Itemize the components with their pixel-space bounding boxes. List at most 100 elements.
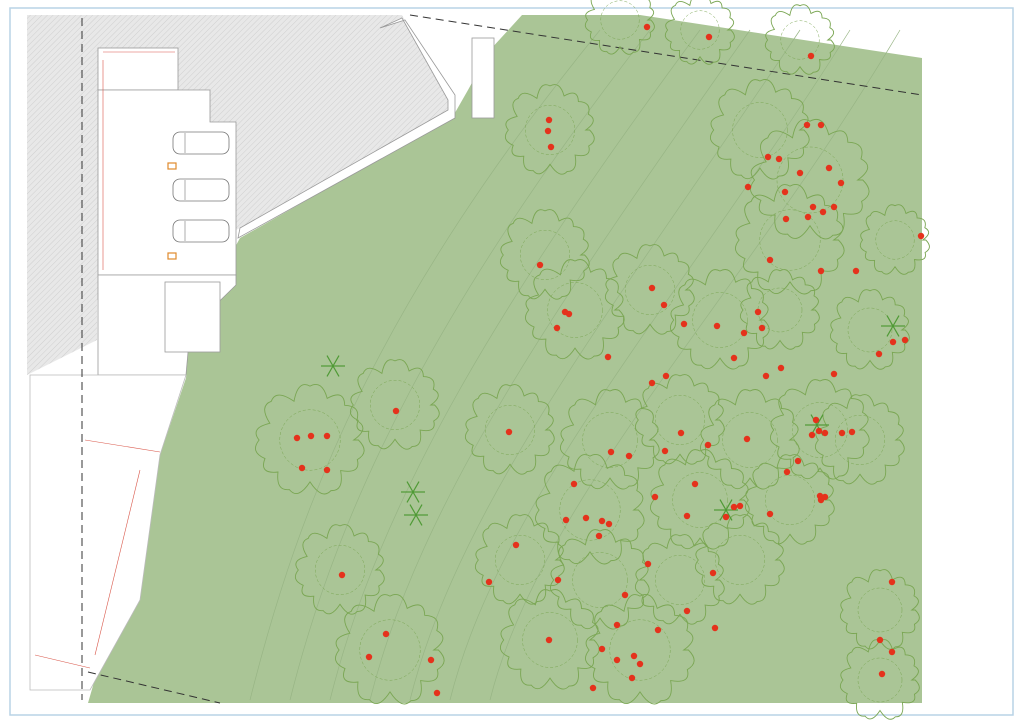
tree-canopy <box>584 0 655 55</box>
tree-marker <box>662 372 670 380</box>
palm-frond <box>332 365 340 377</box>
tree-marker <box>307 432 315 440</box>
tree-marker <box>607 448 615 456</box>
tree-marker <box>433 689 441 697</box>
tree-marker <box>644 560 652 568</box>
tree-marker <box>621 591 629 599</box>
tree-marker <box>293 434 301 442</box>
contour-line <box>329 29 701 701</box>
tree-canopy <box>634 534 725 625</box>
tree-canopy <box>814 394 905 485</box>
contour-line <box>369 29 751 701</box>
tree-marker <box>852 267 860 275</box>
tree-marker <box>427 656 435 664</box>
tree-canopy <box>769 379 870 480</box>
tree-marker <box>875 350 883 358</box>
palm-frond <box>406 481 414 493</box>
tree-marker <box>917 232 925 240</box>
palm-frond <box>725 499 733 511</box>
tree-marker <box>888 578 896 586</box>
tree-marker <box>605 520 613 528</box>
tree-marker <box>743 435 751 443</box>
tree-marker <box>545 116 553 124</box>
tree-marker <box>648 284 656 292</box>
tree-marker <box>651 493 659 501</box>
tree-marker <box>648 379 656 387</box>
tree-canopy <box>694 514 785 605</box>
tree-marker <box>683 512 691 520</box>
tree-marker <box>876 636 884 644</box>
parking-marker <box>167 162 177 170</box>
tree-marker <box>589 684 597 692</box>
tree-canopy <box>735 183 845 295</box>
tree-marker <box>709 569 717 577</box>
palm-frond <box>816 414 824 426</box>
contour-line <box>409 29 801 701</box>
palm-frond <box>719 509 727 521</box>
tree-canopy <box>750 118 870 240</box>
contour-line <box>449 29 851 701</box>
tree-marker <box>764 153 772 161</box>
tree-marker <box>830 370 838 378</box>
tree-canopy <box>549 529 650 630</box>
palm-frond <box>409 514 417 526</box>
tree-marker <box>705 33 713 41</box>
tree-marker <box>604 353 612 361</box>
tree-marker <box>582 514 590 522</box>
tree-marker <box>817 267 825 275</box>
tree-marker <box>636 660 644 668</box>
tree-marker <box>878 670 886 678</box>
tree-marker <box>848 428 856 436</box>
palm-frond <box>892 315 900 327</box>
tree-canopy <box>255 383 365 495</box>
tree-marker <box>758 324 766 332</box>
tree-marker <box>392 407 400 415</box>
tree-marker <box>812 416 820 424</box>
car-outline <box>172 219 230 243</box>
tree-marker <box>744 183 752 191</box>
tree-marker <box>598 517 606 525</box>
tree-marker <box>338 571 346 579</box>
tree-canopy <box>499 589 600 690</box>
tree-canopy <box>474 514 565 605</box>
tree-marker <box>485 578 493 586</box>
tree-marker <box>512 541 520 549</box>
tree-canopy <box>604 244 695 335</box>
tree-marker <box>562 516 570 524</box>
tree-canopy <box>464 384 555 475</box>
parking-marker <box>167 252 177 260</box>
tree-marker <box>821 493 829 501</box>
tree-markers <box>293 23 925 697</box>
tree-marker <box>730 354 738 362</box>
tree-canopy <box>699 389 800 490</box>
tree-marker <box>505 428 513 436</box>
tree-canopy <box>499 209 590 300</box>
tree-marker <box>837 179 845 187</box>
tree-marker <box>298 464 306 472</box>
tree-marker <box>536 261 544 269</box>
tree-canopy <box>559 389 660 490</box>
tree-marker <box>888 648 896 656</box>
tree-marker <box>809 203 817 211</box>
tree-marker <box>766 510 774 518</box>
tree-marker <box>775 155 783 163</box>
tree-canopy <box>504 84 595 175</box>
tree-marker <box>783 468 791 476</box>
tree-marker <box>654 626 662 634</box>
tree-marker <box>781 188 789 196</box>
drawing-frame <box>9 7 1014 716</box>
tree-marker <box>365 653 373 661</box>
green-site-area <box>88 15 922 703</box>
tree-marker <box>595 532 603 540</box>
tree-canopy <box>764 4 835 75</box>
tree-canopy <box>829 289 910 370</box>
tree-canopy <box>294 524 385 615</box>
car-outline <box>172 131 230 155</box>
tree-marker <box>819 208 827 216</box>
palm-frond <box>719 499 727 511</box>
tree-marker <box>713 322 721 330</box>
tree-marker <box>553 324 561 332</box>
tree-marker <box>722 513 730 521</box>
tree-marker <box>323 466 331 474</box>
